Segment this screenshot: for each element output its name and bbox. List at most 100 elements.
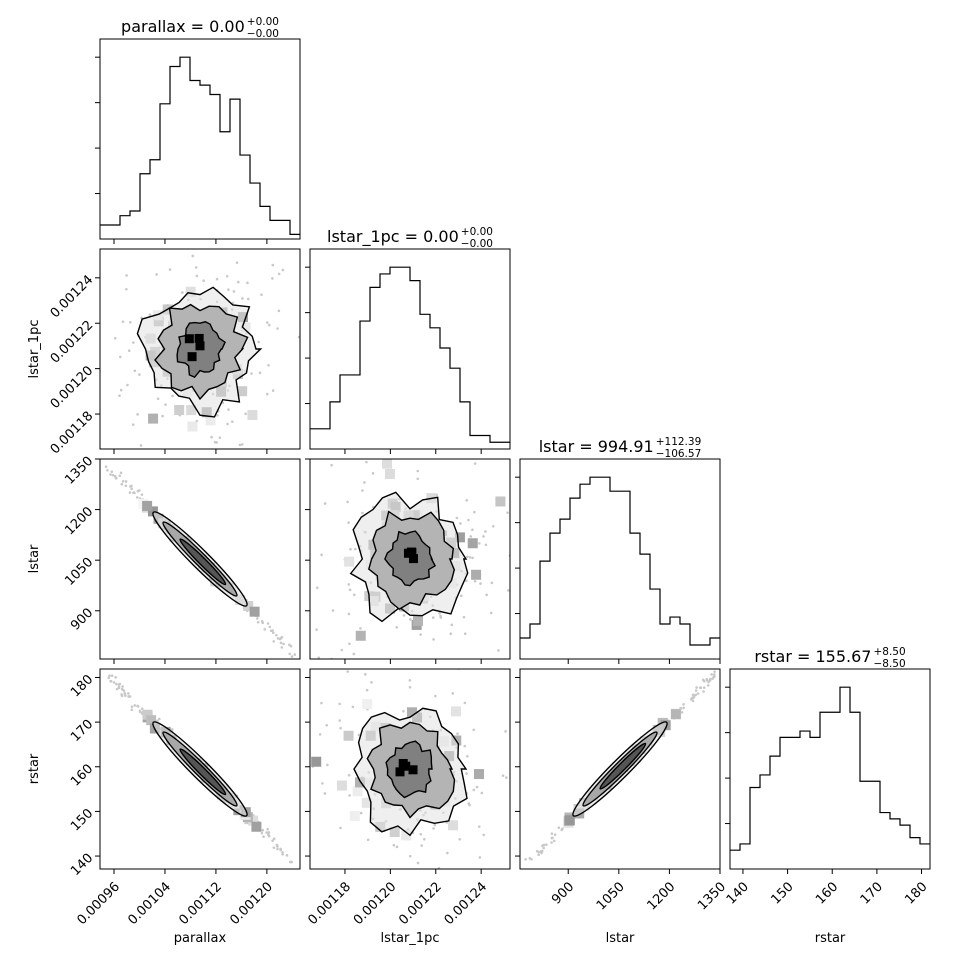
sample-point xyxy=(551,836,554,840)
sample-point xyxy=(320,553,323,557)
sample-point xyxy=(302,777,305,780)
sample-point xyxy=(466,755,469,758)
sample-point xyxy=(171,394,174,398)
sample-point xyxy=(446,851,449,855)
sample-point xyxy=(315,628,318,631)
histogram-bin xyxy=(910,838,920,869)
histogram-bin xyxy=(190,80,200,239)
sample-point xyxy=(449,632,453,636)
sample-point xyxy=(181,291,184,294)
contour-level xyxy=(179,538,227,586)
sample-point xyxy=(459,522,462,525)
sample-point xyxy=(455,516,459,520)
sample-point xyxy=(276,327,279,330)
sample-point xyxy=(131,423,135,426)
sample-point xyxy=(265,392,269,396)
sample-point xyxy=(320,701,323,705)
density-cell xyxy=(344,556,355,567)
sample-point xyxy=(467,802,471,805)
histogram-bin xyxy=(710,638,720,659)
panel-frame xyxy=(99,248,301,450)
sample-point xyxy=(218,436,222,439)
sample-point xyxy=(323,502,327,505)
sample-point xyxy=(402,614,406,617)
sample-point xyxy=(431,616,435,619)
histogram-bin xyxy=(290,234,300,239)
sample-point xyxy=(140,493,144,496)
sample-point xyxy=(707,680,710,684)
sample-point xyxy=(359,627,362,630)
sample-point xyxy=(304,769,307,772)
histogram-bin xyxy=(660,624,670,659)
histogram-bin xyxy=(100,225,110,239)
histogram-step-rstar xyxy=(730,686,930,851)
histogram-step-lstar_1pc xyxy=(310,266,510,443)
sample-point xyxy=(257,340,260,344)
sample-point xyxy=(348,642,351,646)
sample-point xyxy=(289,860,292,864)
sample-point xyxy=(128,491,132,494)
sample-point xyxy=(542,843,546,847)
density-cell xyxy=(454,532,465,543)
sample-point xyxy=(691,699,695,703)
sample-point xyxy=(121,479,125,483)
sample-point xyxy=(465,499,469,502)
histogram-panel-lstar_1pc xyxy=(309,248,511,450)
sample-point xyxy=(347,773,351,777)
sample-point xyxy=(468,556,472,559)
y-tick-label: 0.00120 xyxy=(48,363,97,412)
histogram-bin xyxy=(670,617,680,659)
sample-point xyxy=(339,726,342,730)
sample-point xyxy=(712,673,716,676)
sample-point xyxy=(114,476,118,480)
sample-point xyxy=(133,369,137,373)
y-tick-label: 160 xyxy=(68,761,96,789)
sample-point xyxy=(451,692,455,695)
sample-point xyxy=(266,827,269,831)
sample-point xyxy=(115,687,119,691)
density-cell xyxy=(406,707,417,718)
histogram-bin xyxy=(360,321,370,449)
sample-point xyxy=(156,397,160,401)
sample-point xyxy=(484,530,487,533)
sample-point xyxy=(682,702,685,706)
sample-point xyxy=(550,832,554,835)
sample-point xyxy=(293,653,297,656)
sample-point xyxy=(108,674,111,677)
sample-point xyxy=(120,687,124,691)
sample-point xyxy=(348,588,352,592)
histogram-bin xyxy=(170,67,180,239)
sample-point xyxy=(117,686,121,690)
density-peak xyxy=(195,341,205,351)
histogram-bin xyxy=(610,491,620,659)
sample-point xyxy=(528,856,532,860)
histogram-bin xyxy=(160,104,170,239)
density-panel-lstar-rstar xyxy=(524,670,716,861)
sample-point xyxy=(139,444,143,447)
x-tick-label: 170 xyxy=(858,879,886,907)
sample-point xyxy=(458,837,461,841)
sample-point xyxy=(364,673,367,676)
sample-point xyxy=(419,832,423,836)
sample-point xyxy=(361,489,364,492)
density-cell xyxy=(185,286,196,297)
sample-point xyxy=(524,857,527,861)
y-axis-label-rstar: rstar xyxy=(27,753,42,784)
density-cell xyxy=(564,815,575,826)
y-tick-label: 1050 xyxy=(62,555,96,589)
x-tick-label: 0.00096 xyxy=(74,879,123,928)
sample-point xyxy=(280,636,284,639)
histogram-bin xyxy=(270,220,280,239)
density-panel-lstar_1pc-lstar xyxy=(315,459,510,659)
histogram-bin xyxy=(400,267,410,449)
sample-point xyxy=(506,511,509,514)
sample-point xyxy=(506,589,510,592)
sample-point xyxy=(422,837,426,841)
x-axis-label-lstar: lstar xyxy=(606,931,635,946)
density-cell xyxy=(205,415,216,426)
sample-point xyxy=(277,309,281,313)
histogram-bin xyxy=(640,554,650,659)
sample-point xyxy=(472,788,476,792)
y-tick-label: 900 xyxy=(68,605,96,633)
